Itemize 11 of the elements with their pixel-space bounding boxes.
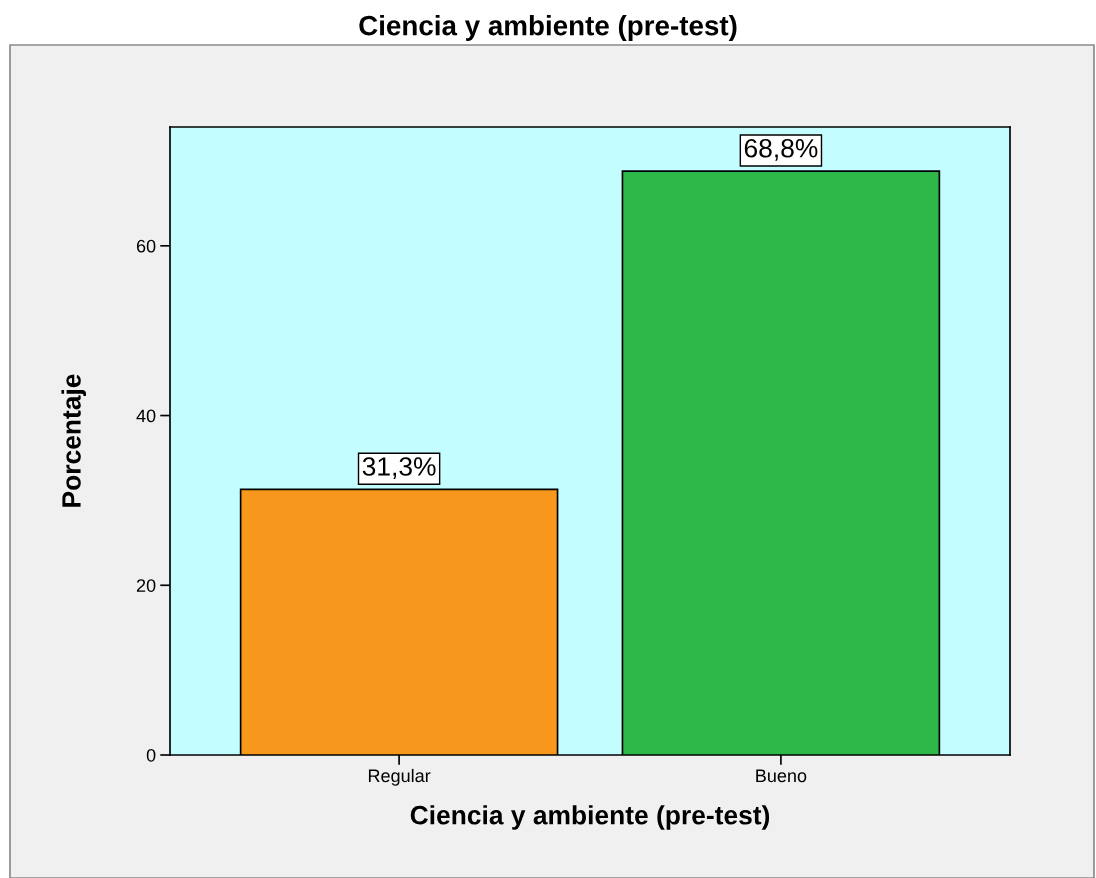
data-label: 68,8% — [744, 138, 818, 161]
y-tick-label: 0 — [146, 748, 156, 762]
x-tick-label: Bueno — [756, 769, 807, 783]
y-axis-title: Porcentaje — [61, 374, 87, 507]
chart-title: Ciencia y ambiente (pre-test) — [359, 15, 737, 41]
x-axis-title: Ciencia y ambiente (pre-test) — [410, 805, 770, 830]
y-tick-label: 60 — [136, 239, 156, 253]
data-label: 31,3% — [362, 457, 436, 479]
y-tick-label: 20 — [136, 579, 156, 592]
y-tick-label: 40 — [136, 409, 156, 423]
x-tick-label: Regular — [368, 768, 431, 786]
